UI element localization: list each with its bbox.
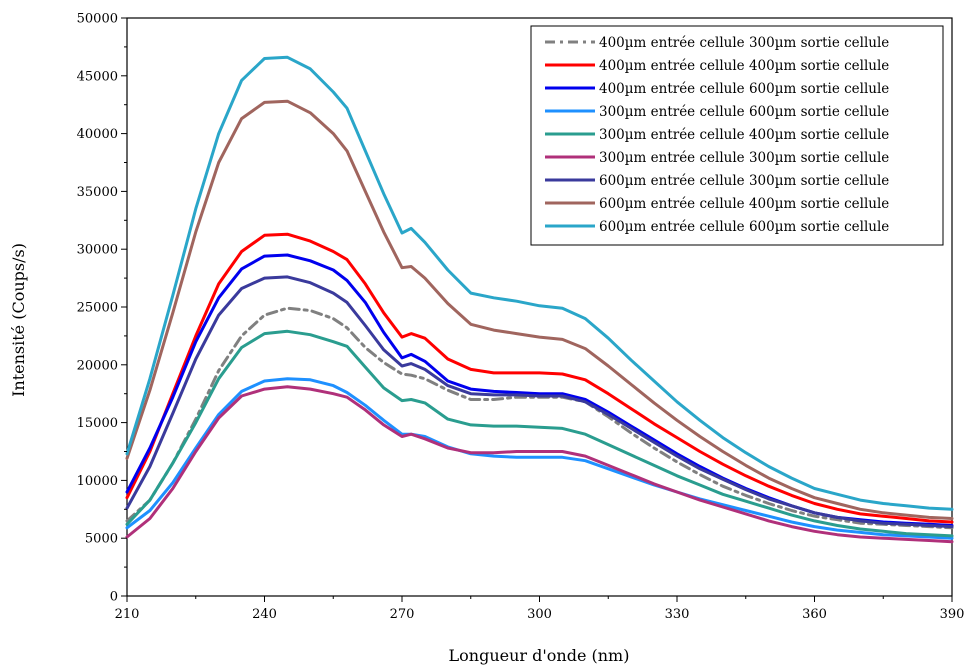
x-tick-label: 240 xyxy=(252,607,277,622)
legend-label: 400µm entrée cellule 300µm sortie cellul… xyxy=(599,35,889,51)
legend-label: 300µm entrée cellule 400µm sortie cellul… xyxy=(599,127,889,143)
series-line-6 xyxy=(125,385,954,544)
legend-label: 400µm entrée cellule 600µm sortie cellul… xyxy=(599,81,889,97)
series-line-3 xyxy=(125,253,954,527)
series-line-5 xyxy=(125,329,954,538)
y-tick-label: 25000 xyxy=(77,301,118,316)
series-line-4 xyxy=(125,377,954,540)
axes-layer: 210 240 270 300 330 360 390 0 5000 10000 15000 2000… xyxy=(77,12,965,623)
legend-label: 300µm entrée cellule 600µm sortie cellul… xyxy=(599,104,889,120)
legend-box xyxy=(530,25,944,246)
x-tick-label: 300 xyxy=(527,607,552,622)
x-tick-label: 210 xyxy=(115,607,140,622)
x-tick-label: 330 xyxy=(665,607,690,622)
y-axis-title: Intensité (Coups/s) xyxy=(9,243,28,397)
legend: 400µm entrée cellule 300µm sortie cellul… xyxy=(530,25,944,246)
x-axis-title: Longueur d'onde (nm) xyxy=(449,646,630,665)
legend-label: 300µm entrée cellule 300µm sortie cellul… xyxy=(599,150,889,166)
y-tick-label: 5000 xyxy=(85,532,118,547)
y-tick-label: 10000 xyxy=(77,474,118,489)
y-tick-label: 20000 xyxy=(77,358,118,373)
y-tick-label: 30000 xyxy=(77,243,118,258)
x-tick-label: 390 xyxy=(940,607,965,622)
y-tick-label: 0 xyxy=(110,590,118,605)
y-tick-label: 45000 xyxy=(77,69,118,84)
legend-label: 600µm entrée cellule 300µm sortie cellul… xyxy=(599,173,889,189)
x-tick-label: 360 xyxy=(802,607,827,622)
series-line-8 xyxy=(125,99,954,520)
y-tick-label: 40000 xyxy=(77,127,118,142)
series-line-1 xyxy=(125,306,954,530)
y-tick-label: 50000 xyxy=(77,12,118,27)
x-tick-label: 270 xyxy=(390,607,415,622)
series-line-9 xyxy=(125,55,954,511)
legend-label: 600µm entrée cellule 600µm sortie cellul… xyxy=(599,219,889,235)
y-tick-label: 35000 xyxy=(77,185,118,200)
legend-label: 600µm entrée cellule 400µm sortie cellul… xyxy=(599,196,889,212)
series-line-7 xyxy=(125,275,954,529)
series-line-2 xyxy=(125,232,954,524)
y-tick-label: 15000 xyxy=(77,416,118,431)
legend-label: 400µm entrée cellule 400µm sortie cellul… xyxy=(599,58,889,74)
series-layer xyxy=(125,55,954,544)
